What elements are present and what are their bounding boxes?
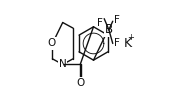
Text: B: B xyxy=(105,23,113,36)
Text: F: F xyxy=(114,15,120,25)
Text: N: N xyxy=(59,59,67,69)
Text: F: F xyxy=(97,18,103,28)
Text: O: O xyxy=(76,78,84,88)
Text: +: + xyxy=(127,33,134,42)
Text: F: F xyxy=(114,38,120,49)
Text: O: O xyxy=(48,38,56,49)
Text: K: K xyxy=(124,37,132,50)
